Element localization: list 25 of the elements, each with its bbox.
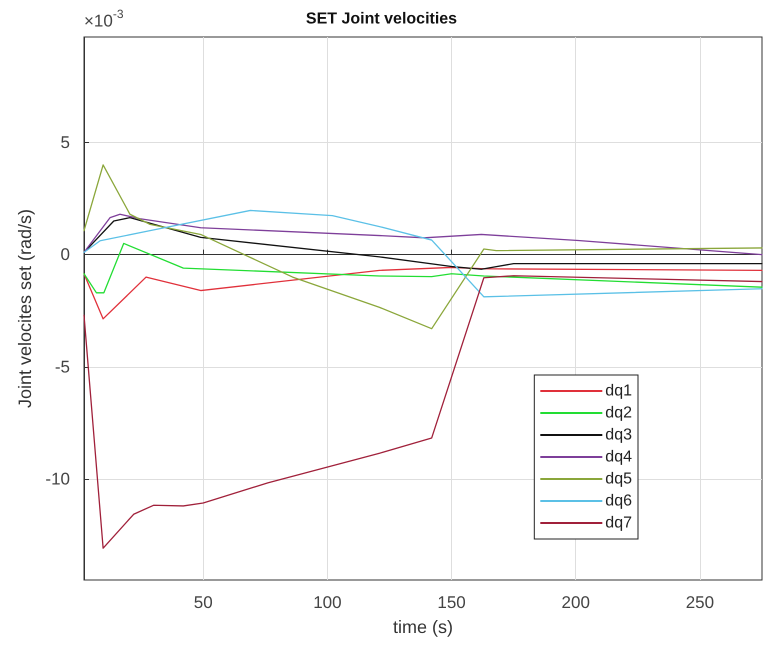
- y-tick-label: -5: [54, 357, 70, 376]
- x-tick-label: 100: [313, 593, 342, 612]
- legend-label: dq7: [605, 514, 632, 532]
- x-axis-title: time (s): [393, 617, 453, 637]
- line-series: [83, 266, 763, 320]
- x-tick-label: 50: [194, 593, 213, 612]
- legend-label: dq2: [605, 404, 632, 422]
- line-series: [83, 275, 763, 549]
- legend-label: dq5: [605, 470, 632, 488]
- y-tick-label: 0: [60, 245, 70, 264]
- y-tick-label: -10: [45, 470, 70, 489]
- line-series: [83, 242, 763, 294]
- x-tick-label: 150: [437, 593, 466, 612]
- legend-label: dq6: [605, 492, 632, 510]
- y-axis-title: Joint velocites set (rad/s): [15, 208, 35, 408]
- legend-label: dq3: [605, 426, 632, 444]
- x-tick-label: 200: [562, 593, 590, 612]
- x-tick-label: 250: [686, 593, 714, 612]
- y-tick-label: 5: [60, 132, 70, 152]
- line-series: [83, 210, 763, 298]
- legend-label: dq4: [605, 448, 632, 466]
- chart-title: SET Joint velocities: [306, 10, 458, 28]
- legend-label: dq1: [605, 382, 632, 400]
- line-series: [83, 164, 763, 330]
- line-series: [83, 214, 763, 256]
